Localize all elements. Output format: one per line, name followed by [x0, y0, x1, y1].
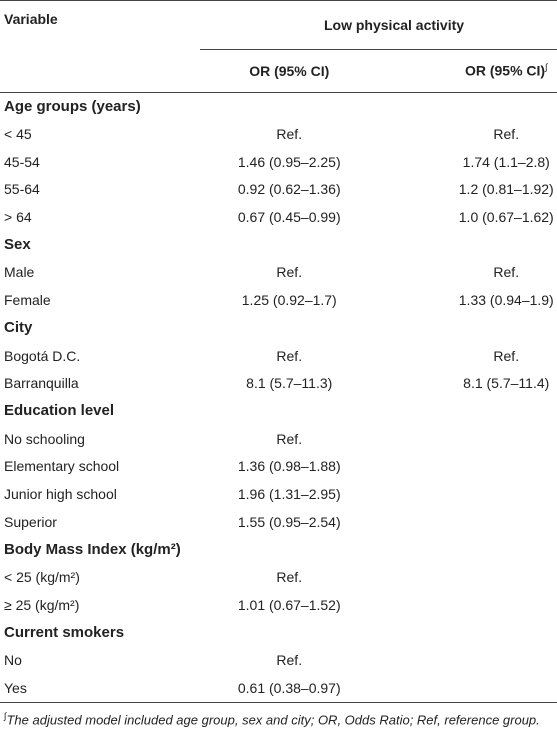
row-label: Bogotá D.C. — [4, 347, 81, 364]
data-row: Superior 1.55 (0.95–2.54) — [0, 508, 557, 536]
footnote-mark: ∫ — [545, 62, 548, 73]
cell — [379, 591, 557, 619]
footnote-text: The adjusted model included age group, s… — [6, 711, 540, 727]
cell — [379, 646, 557, 674]
row-label: 55-64 — [4, 181, 40, 198]
cell: Ref. — [276, 430, 303, 447]
row-label: > 64 — [4, 209, 32, 226]
section-row: Body Mass Index (kg/m²) — [0, 536, 557, 564]
data-row: Female 1.25 (0.92–1.7) 1.33 (0.94–1.9) — [0, 286, 557, 314]
row-label: Elementary school — [4, 458, 120, 475]
cell — [379, 425, 557, 453]
row-label: No schooling — [4, 430, 85, 447]
row-label: Male — [4, 264, 35, 281]
data-row: 45-54 1.46 (0.95–2.25) 1.74 (1.1–2.8) — [0, 148, 557, 176]
cell: Ref. — [276, 652, 303, 669]
cell: 1.01 (0.67–1.52) — [237, 596, 341, 613]
cell: 1.96 (1.31–2.95) — [237, 485, 341, 502]
section-title: Body Mass Index (kg/m²) — [4, 540, 181, 558]
row-label: Barranquilla — [4, 375, 79, 392]
section-row: Current smokers — [0, 619, 557, 647]
data-row: Male Ref. Ref. — [0, 259, 557, 287]
section-row: Education level — [0, 397, 557, 425]
cell: Ref. — [276, 569, 303, 586]
data-row: ≥ 25 (kg/m²) 1.01 (0.67–1.52) — [0, 591, 557, 619]
cell: Ref. — [276, 347, 303, 364]
cell: 1.46 (0.95–2.25) — [237, 153, 341, 170]
cell: Ref. — [493, 264, 520, 281]
header-variable: Variable — [0, 0, 200, 49]
section-title: Current smokers — [4, 623, 125, 641]
data-row: < 45 Ref. Ref. — [0, 120, 557, 148]
cell: 1.2 (0.81–1.92) — [458, 181, 554, 198]
section-row: Sex — [0, 231, 557, 259]
data-row: Barranquilla 8.1 (5.7–11.3) 8.1 (5.7–11.4) — [0, 369, 557, 397]
data-row: 55-64 0.92 (0.62–1.36) 1.2 (0.81–1.92) — [0, 176, 557, 204]
results-table: Variable Low physical activity OR (95% C… — [0, 0, 557, 703]
cell: 1.55 (0.95–2.54) — [237, 513, 341, 530]
cell: 1.25 (0.92–1.7) — [241, 292, 337, 309]
cell — [379, 452, 557, 480]
cell — [378, 673, 557, 703]
data-row: No Ref. — [0, 646, 557, 674]
cell: Ref. — [276, 264, 303, 281]
cell: 0.92 (0.62–1.36) — [237, 181, 341, 198]
cell: Ref. — [493, 347, 520, 364]
section-row: Age groups (years) — [0, 92, 557, 120]
cell: Ref. — [276, 126, 303, 143]
cell: 0.61 (0.38–0.97) — [200, 673, 379, 703]
cell: 8.1 (5.7–11.3) — [246, 375, 333, 392]
row-label: 45-54 — [4, 153, 40, 170]
footnote: ∫The adjusted model included age group, … — [0, 703, 557, 729]
row-label: < 45 — [4, 126, 32, 143]
section-row: City — [0, 314, 557, 342]
header-group: Low physical activity — [200, 0, 557, 50]
data-row: Yes 0.61 (0.38–0.97) — [0, 673, 557, 703]
header-col2: OR (95% CI)∫ — [378, 49, 557, 93]
header-col1: OR (95% CI) — [200, 49, 379, 93]
data-row: Bogotá D.C. Ref. Ref. — [0, 342, 557, 370]
section-title: Education level — [4, 402, 115, 420]
cell: 1.36 (0.98–1.88) — [237, 458, 341, 475]
row-label: No — [4, 652, 22, 669]
row-label: ≥ 25 (kg/m²) — [4, 596, 80, 613]
data-row: Junior high school 1.96 (1.31–2.95) — [0, 480, 557, 508]
cell: 1.74 (1.1–2.8) — [462, 153, 550, 170]
cell: 1.0 (0.67–1.62) — [458, 209, 554, 226]
row-label: Superior — [4, 513, 57, 530]
data-row: No schooling Ref. — [0, 425, 557, 453]
header-col2-text: OR (95% CI) — [464, 62, 546, 79]
cell — [379, 563, 557, 591]
cell — [379, 480, 557, 508]
row-label: Junior high school — [4, 485, 117, 502]
section-title: Age groups (years) — [4, 97, 141, 115]
data-row: Elementary school 1.36 (0.98–1.88) — [0, 452, 557, 480]
row-label: Female — [4, 292, 51, 309]
cell: Ref. — [493, 126, 520, 143]
footnote-mark: ∫ — [4, 710, 7, 721]
cell: 0.67 (0.45–0.99) — [237, 209, 341, 226]
row-label: < 25 (kg/m²) — [4, 569, 80, 586]
cell: 1.33 (0.94–1.9) — [458, 292, 554, 309]
section-title: City — [4, 319, 33, 337]
cell — [379, 508, 557, 536]
table-body: Age groups (years) < 45 Ref. Ref. 45-54 1.46 … — [0, 92, 557, 703]
data-row: > 64 0.67 (0.45–0.99) 1.0 (0.67–1.62) — [0, 203, 557, 231]
data-row: < 25 (kg/m²) Ref. — [0, 563, 557, 591]
cell: 8.1 (5.7–11.4) — [463, 375, 550, 392]
row-label: Yes — [0, 673, 200, 703]
section-title: Sex — [4, 236, 31, 254]
